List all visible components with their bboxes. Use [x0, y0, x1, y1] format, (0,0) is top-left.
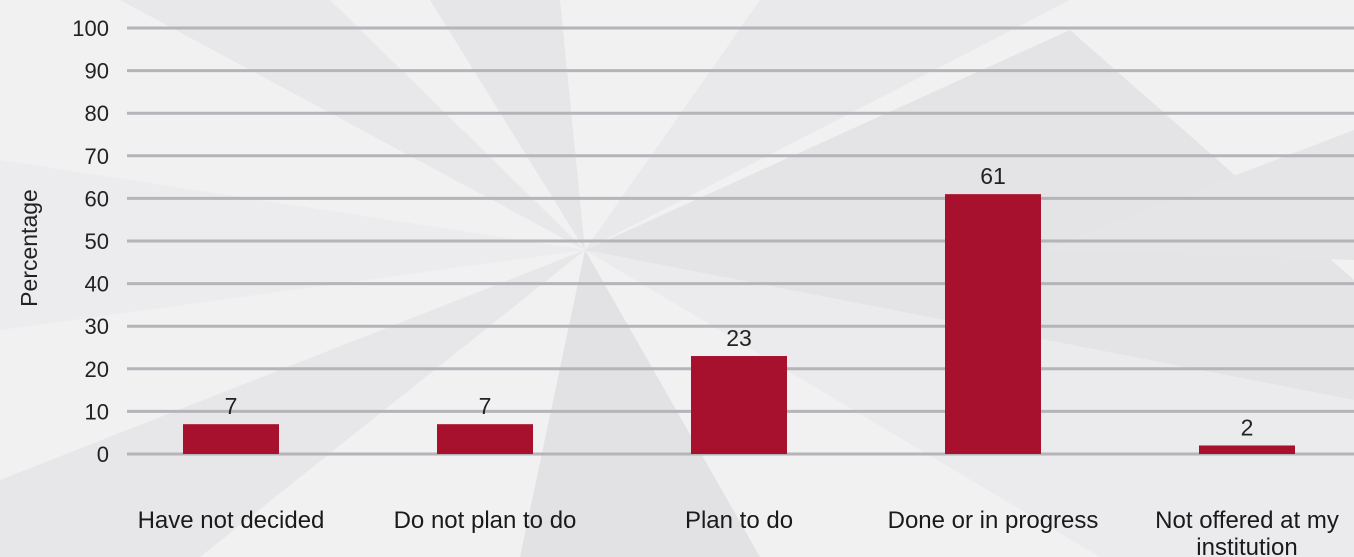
x-category-label: Have not decided — [138, 507, 325, 534]
y-tick-label: 60 — [85, 186, 109, 211]
bar — [1199, 445, 1295, 454]
bar — [691, 356, 787, 454]
y-tick-label: 100 — [72, 16, 109, 41]
bar-value-label: 7 — [225, 393, 238, 419]
y-tick-label: 70 — [85, 144, 109, 169]
y-axis-ticks: 0 10 20 30 40 50 60 70 80 90 100 — [72, 16, 109, 467]
x-category-label: Done or in progress — [888, 507, 1099, 534]
y-tick-label: 40 — [85, 272, 109, 297]
data-labels: 7 7 23 61 2 — [225, 163, 1254, 440]
y-tick-label: 20 — [85, 357, 109, 382]
y-axis-label: Percentage — [16, 189, 42, 307]
bar — [183, 424, 279, 454]
x-category-label: Not offered at my institution — [1155, 507, 1339, 557]
bar-value-label: 23 — [726, 325, 752, 351]
bar — [437, 424, 533, 454]
x-axis-categories: Have not decided Do not plan to do Plan to… — [138, 507, 1339, 557]
bar-value-label: 7 — [479, 393, 492, 419]
y-tick-label: 50 — [85, 229, 109, 254]
y-tick-label: 0 — [97, 442, 109, 467]
x-category-label: Plan to do — [685, 507, 793, 534]
y-tick-label: 30 — [85, 314, 109, 339]
y-tick-label: 80 — [85, 101, 109, 126]
bar-value-label: 2 — [1241, 414, 1254, 440]
x-category-label: Do not plan to do — [394, 507, 577, 534]
bars — [183, 194, 1295, 454]
bar-value-label: 61 — [980, 163, 1006, 189]
y-tick-label: 90 — [85, 59, 109, 84]
y-tick-label: 10 — [85, 399, 109, 424]
bar — [945, 194, 1041, 454]
